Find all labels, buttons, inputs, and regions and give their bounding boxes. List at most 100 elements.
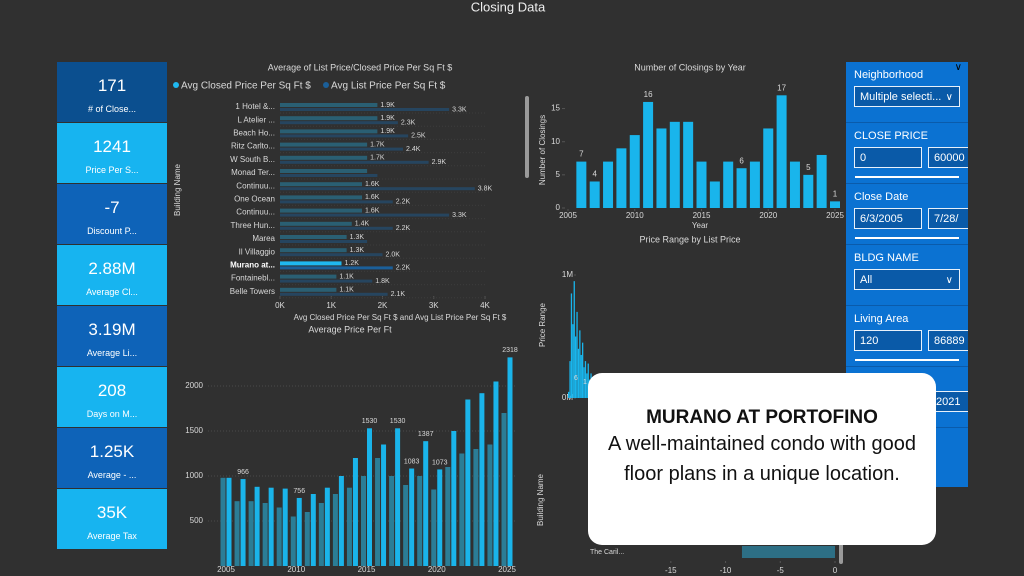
y-tick-label: 2000 bbox=[185, 381, 203, 390]
range-input[interactable]: 120 bbox=[854, 330, 922, 351]
data-label: 1073 bbox=[432, 459, 448, 466]
bar bbox=[290, 516, 296, 566]
kpi-label: Days on M... bbox=[86, 409, 138, 419]
y-axis-label: Price Range bbox=[538, 302, 547, 347]
bar bbox=[280, 240, 368, 243]
bar bbox=[789, 161, 800, 208]
bar bbox=[479, 393, 485, 566]
data-label: 16 bbox=[644, 90, 653, 99]
data-label: 2318 bbox=[502, 347, 518, 354]
data-label: 1.2K bbox=[345, 260, 360, 267]
data-label: 3.3K bbox=[452, 106, 467, 113]
data-label: 2.5K bbox=[411, 133, 426, 140]
bar bbox=[352, 458, 358, 566]
kpi-card: 3.19M Average Li... bbox=[57, 306, 167, 366]
category-label: 1 Hotel &... bbox=[235, 102, 275, 111]
range-input[interactable]: 60000 bbox=[928, 147, 968, 168]
bar bbox=[589, 181, 600, 208]
slicer: Close Date 6/3/2005 7/28/ bbox=[846, 184, 968, 245]
bar bbox=[280, 155, 368, 160]
data-label: 1.8K bbox=[375, 278, 390, 285]
data-label: 2.3K bbox=[401, 120, 416, 127]
range-input[interactable]: 7/28/ bbox=[928, 208, 968, 229]
data-label: 1.9K bbox=[380, 102, 395, 109]
range-input[interactable]: 86889 bbox=[928, 330, 968, 351]
bar bbox=[280, 248, 347, 253]
y-axis-label: Building Name bbox=[536, 473, 545, 526]
bar bbox=[280, 147, 403, 151]
range-input[interactable]: 6/3/2005 bbox=[854, 208, 922, 229]
spike bbox=[577, 348, 580, 398]
bar bbox=[576, 161, 587, 208]
bar bbox=[437, 469, 443, 566]
data-label: 1 bbox=[833, 189, 838, 198]
y-axis-label: Building Name bbox=[173, 163, 182, 216]
bar bbox=[803, 174, 814, 208]
data-label: 3.8K bbox=[478, 186, 493, 193]
slicer-title: Close Date bbox=[854, 191, 909, 203]
kpi-label: Price Per S... bbox=[85, 165, 139, 175]
bar bbox=[280, 108, 450, 111]
bar bbox=[709, 181, 720, 208]
spike bbox=[576, 311, 578, 398]
bar bbox=[280, 134, 409, 138]
legend-label: Avg Closed Price Per Sq Ft $ bbox=[181, 81, 311, 92]
data-label: 7 bbox=[579, 150, 584, 159]
category-label: Beach Ho... bbox=[233, 129, 275, 138]
kpi-value: 1.25K bbox=[89, 442, 135, 461]
bar bbox=[403, 485, 409, 566]
data-label: 1083 bbox=[404, 458, 420, 465]
category-label: Three Hun... bbox=[231, 221, 275, 230]
slicer: Living Area 120 86889 bbox=[846, 306, 968, 367]
bar bbox=[280, 274, 337, 279]
bar bbox=[431, 489, 437, 566]
bar bbox=[417, 476, 423, 566]
kpi-value: -7 bbox=[104, 198, 120, 217]
spike bbox=[580, 354, 582, 398]
kpi-label: Average Tax bbox=[87, 531, 137, 541]
y-tick-label: 10 bbox=[551, 137, 560, 146]
bar bbox=[375, 458, 381, 566]
spike bbox=[568, 391, 570, 398]
x-tick-label: 0 bbox=[833, 566, 838, 575]
bar bbox=[280, 221, 352, 226]
kpi-label: Average Cl... bbox=[86, 287, 138, 297]
kpi-label: Discount P... bbox=[87, 226, 137, 236]
kpi-card: 35K Average Tax bbox=[57, 489, 167, 549]
data-label: 1.1K bbox=[339, 273, 354, 280]
legend-label: Avg List Price Per Sq Ft $ bbox=[331, 81, 446, 92]
spike bbox=[569, 361, 571, 398]
bar bbox=[280, 261, 342, 266]
category-label: Ritz Carlto... bbox=[231, 142, 275, 151]
y-axis-label: Number of Closings bbox=[538, 115, 547, 185]
range-input[interactable]: 2021 bbox=[930, 391, 968, 412]
bar bbox=[280, 174, 378, 177]
y-tick-label: 1000 bbox=[185, 471, 203, 480]
y-tick-label: 0 bbox=[556, 203, 561, 212]
x-tick-label: 2015 bbox=[358, 565, 376, 574]
range-input[interactable]: 0 bbox=[854, 147, 922, 168]
dropdown[interactable]: Multiple selecti... ∨ bbox=[854, 86, 960, 107]
x-tick-label: -15 bbox=[665, 566, 677, 575]
bar bbox=[282, 488, 288, 566]
category-label: L Atelier ... bbox=[238, 115, 276, 124]
bar bbox=[304, 512, 310, 566]
bar bbox=[683, 121, 694, 208]
bar bbox=[234, 501, 240, 566]
x-tick-label: 2005 bbox=[217, 565, 235, 574]
scrollbar[interactable] bbox=[525, 96, 529, 178]
kpi-card: 1241 Price Per S... bbox=[57, 123, 167, 183]
bar bbox=[280, 279, 373, 283]
page-title: Closing Data bbox=[471, 0, 546, 14]
bar bbox=[296, 497, 302, 566]
bar bbox=[465, 399, 471, 566]
category-label: Murano at... bbox=[230, 261, 275, 270]
data-label: 1.7K bbox=[370, 155, 385, 162]
kpi-card: 1.25K Average - ... bbox=[57, 428, 167, 488]
bar bbox=[280, 187, 475, 191]
data-label: 1.6K bbox=[365, 181, 380, 188]
bar bbox=[280, 292, 388, 296]
dropdown[interactable]: All ∨ bbox=[854, 269, 960, 290]
y-tick-label: 0M bbox=[562, 393, 573, 402]
spike bbox=[582, 342, 584, 398]
